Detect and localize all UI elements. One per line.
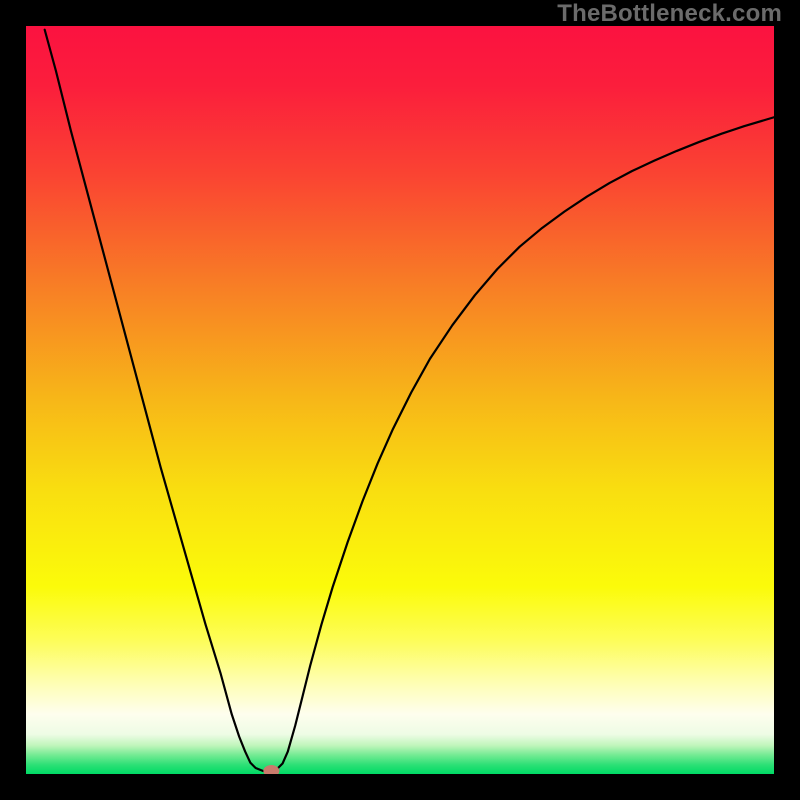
plot-area	[26, 26, 774, 774]
plot-svg	[26, 26, 774, 774]
watermark-text: TheBottleneck.com	[557, 0, 782, 28]
chart-root: TheBottleneck.com	[0, 0, 800, 800]
gradient-background	[26, 26, 774, 774]
